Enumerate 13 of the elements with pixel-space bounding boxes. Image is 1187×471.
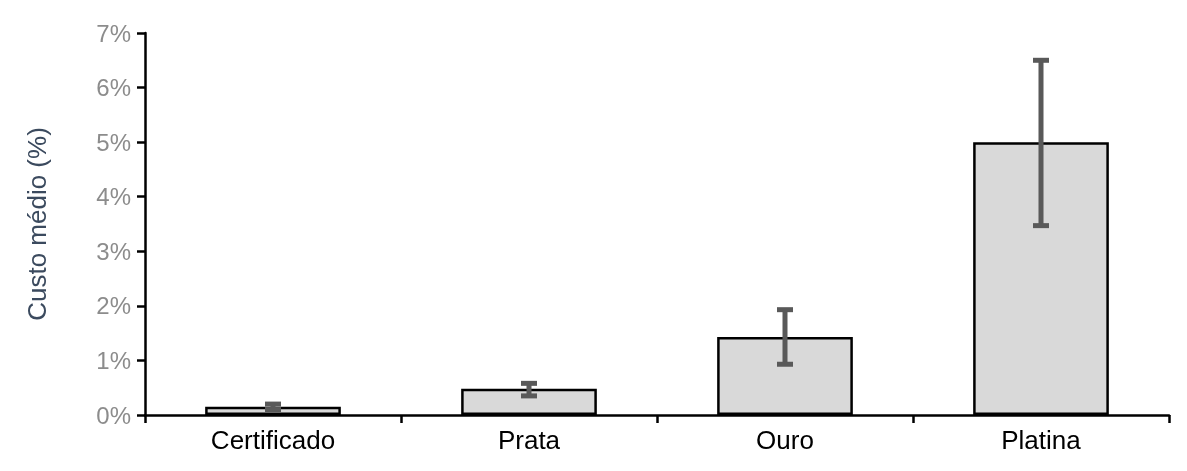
x-tick-label: Certificado — [210, 425, 336, 455]
y-tick-label: 6% — [96, 74, 131, 102]
y-tick-label: 4% — [96, 183, 131, 211]
x-tick-label: Platina — [1001, 425, 1082, 455]
y-axis-title: Custo médio (%) — [22, 127, 52, 321]
x-tick-label: Prata — [497, 425, 561, 455]
y-tick-label: 0% — [96, 401, 131, 429]
y-tick-label: 1% — [96, 346, 131, 374]
y-tick-label: 2% — [96, 292, 131, 320]
x-tick-label: Ouro — [756, 425, 814, 455]
y-tick-label: 3% — [96, 237, 131, 265]
y-tick-label: 5% — [96, 128, 131, 156]
y-tick-label: 7% — [96, 19, 131, 47]
